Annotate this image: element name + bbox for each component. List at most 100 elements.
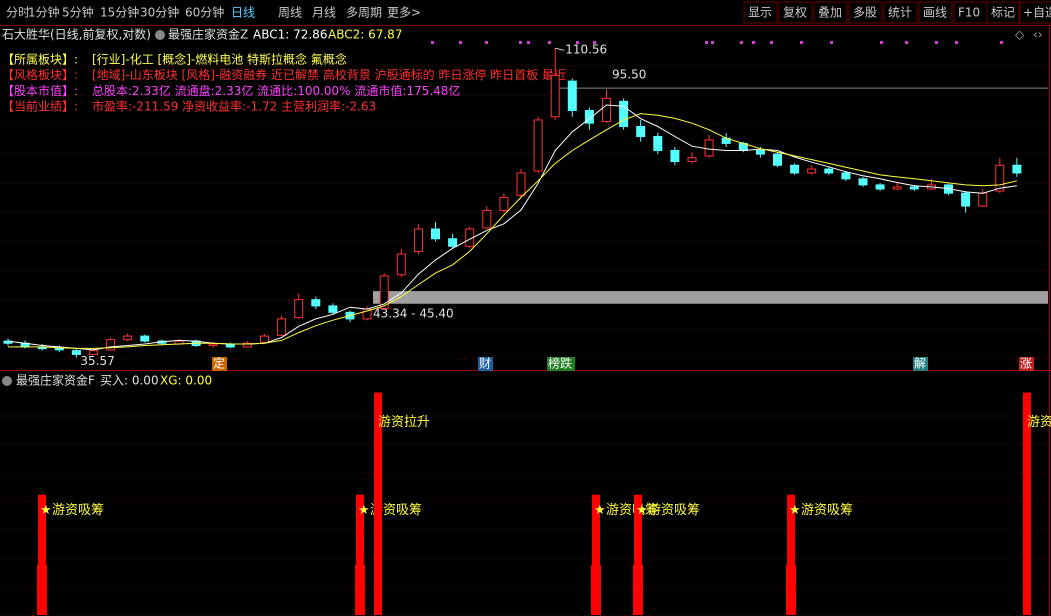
toolbar-button[interactable]: 多股: [853, 6, 877, 20]
event-marker[interactable]: [913, 357, 928, 371]
toolbar-button-frame[interactable]: [986, 1, 1021, 24]
abc2: ABC2: 67.87: [328, 28, 402, 42]
candle-body: [71, 350, 81, 355]
signal-dot: [711, 41, 714, 44]
toolbar-tab[interactable]: 多周期: [346, 6, 382, 20]
signal-bar-base: [633, 565, 643, 615]
signal-dot: [705, 41, 708, 44]
toolbar-tab[interactable]: 1分钟: [28, 5, 60, 20]
candle-body: [328, 305, 338, 313]
signal-bar: [634, 494, 642, 615]
info-label: 【风格板块】:: [2, 67, 78, 82]
candle-body: [636, 125, 646, 137]
event-marker-label: 解: [914, 357, 926, 371]
candle-body: [379, 275, 389, 309]
signal-buy: 买入: 0.00: [100, 374, 159, 388]
candle-body: [499, 196, 509, 211]
indicator-icon[interactable]: [2, 376, 12, 386]
candle-body: [961, 192, 971, 207]
candle-body: [653, 135, 663, 151]
indicator-icon[interactable]: [155, 30, 165, 40]
toolbar-tab[interactable]: 30分钟: [140, 5, 179, 20]
toolbar-tab[interactable]: 更多>: [387, 6, 421, 20]
signal-bar: [374, 392, 382, 615]
candle-body: [448, 238, 458, 247]
toolbar-button-frame[interactable]: [743, 1, 778, 24]
toolbar-button[interactable]: +自选: [1023, 6, 1051, 20]
toolbar-tab[interactable]: 5分钟: [62, 5, 94, 20]
toolbar-button[interactable]: F10: [958, 6, 980, 20]
settings-icon[interactable]: ◇: [1015, 28, 1025, 42]
candle-body: [841, 172, 851, 180]
info-label: 【股本市值】:: [2, 83, 78, 98]
toolbar-tab[interactable]: 60分钟: [185, 5, 224, 20]
signal-header[interactable]: 最强庄家资金F: [16, 373, 95, 388]
candle-body: [602, 97, 611, 123]
nav-icon[interactable]: ‹›: [1033, 28, 1043, 42]
signal-dot: [800, 41, 803, 44]
signal-dot: [740, 41, 743, 44]
toolbar-button-frame[interactable]: [883, 1, 918, 24]
toolbar-button-frame[interactable]: [848, 1, 883, 24]
toolbar-button-frame[interactable]: [1018, 1, 1051, 24]
candle-body: [824, 168, 834, 174]
event-marker[interactable]: [478, 357, 493, 371]
signal-bar: [356, 494, 364, 615]
signal-star: ★: [594, 503, 606, 518]
candle-body: [875, 184, 885, 190]
event-marker[interactable]: [1019, 357, 1034, 371]
signal-dot: [519, 41, 522, 44]
low-label: 35.57: [80, 354, 114, 368]
info-text: [行业]-化工 [概念]-燃料电池 特斯拉概念 氟概念: [92, 52, 347, 67]
toolbar-button-frame[interactable]: [918, 1, 953, 24]
candle-body: [37, 347, 47, 350]
candle-body: [909, 186, 919, 190]
toolbar-button[interactable]: 复权: [783, 6, 807, 20]
candle-body: [54, 347, 64, 351]
candle-body: [208, 343, 218, 346]
toolbar-button[interactable]: 标记: [991, 6, 1015, 20]
candle-body: [790, 164, 800, 174]
toolbar-button[interactable]: 叠加: [818, 6, 842, 20]
toolbar-tab[interactable]: 分时: [6, 6, 30, 20]
event-marker[interactable]: [547, 357, 575, 371]
signal-star: ★: [40, 503, 52, 518]
candle-body: [277, 318, 287, 336]
signal-dot: [548, 41, 551, 44]
candle-body: [619, 100, 629, 127]
high-pointer: [555, 47, 565, 51]
toolbar-tab[interactable]: 日线: [231, 6, 255, 20]
toolbar-tab[interactable]: 15分钟: [100, 5, 139, 20]
event-marker-label: 涨: [1020, 356, 1032, 371]
candle-body: [242, 342, 252, 348]
candle-body: [533, 119, 543, 172]
signal-label: 游资吸筹: [370, 502, 422, 518]
toolbar-tab[interactable]: 月线: [312, 6, 336, 20]
toolbar-button[interactable]: 画线: [923, 6, 947, 20]
candle-body: [687, 157, 697, 162]
event-marker[interactable]: [212, 357, 227, 371]
candle-body: [106, 339, 116, 351]
signal-star: ★: [636, 503, 648, 518]
price-band: [373, 291, 1048, 304]
toolbar-button[interactable]: 统计: [888, 6, 912, 20]
info-text: 市盈率:-211.59 净资收益率:-1.72 主营利润率:-2.63: [92, 99, 376, 114]
signal-dot: [431, 41, 434, 44]
toolbar-button-frame[interactable]: [778, 1, 813, 24]
signal-dot: [593, 41, 596, 44]
signal-dot: [752, 41, 755, 44]
toolbar-button-frame[interactable]: [813, 1, 848, 24]
candle-body: [550, 75, 560, 118]
signal-dot: [935, 41, 938, 44]
toolbar-button[interactable]: 显示: [748, 6, 772, 20]
moving-average: [8, 113, 1018, 349]
candle-body: [396, 253, 406, 276]
signal-bar: [38, 494, 46, 615]
indicator-name[interactable]: 最强庄家资金Z: [168, 27, 248, 42]
signal-bar: [1023, 392, 1031, 615]
toolbar-tab[interactable]: 周线: [278, 6, 302, 20]
candle-body: [123, 335, 133, 341]
candle-body: [3, 340, 13, 344]
candle-body: [89, 350, 98, 355]
